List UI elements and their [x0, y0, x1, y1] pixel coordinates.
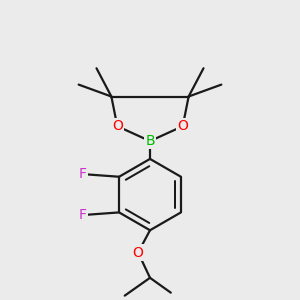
Text: F: F	[78, 208, 86, 222]
Text: O: O	[177, 119, 188, 133]
Text: O: O	[112, 119, 123, 133]
Text: B: B	[145, 134, 155, 148]
Text: F: F	[78, 167, 86, 182]
Text: O: O	[133, 245, 143, 260]
